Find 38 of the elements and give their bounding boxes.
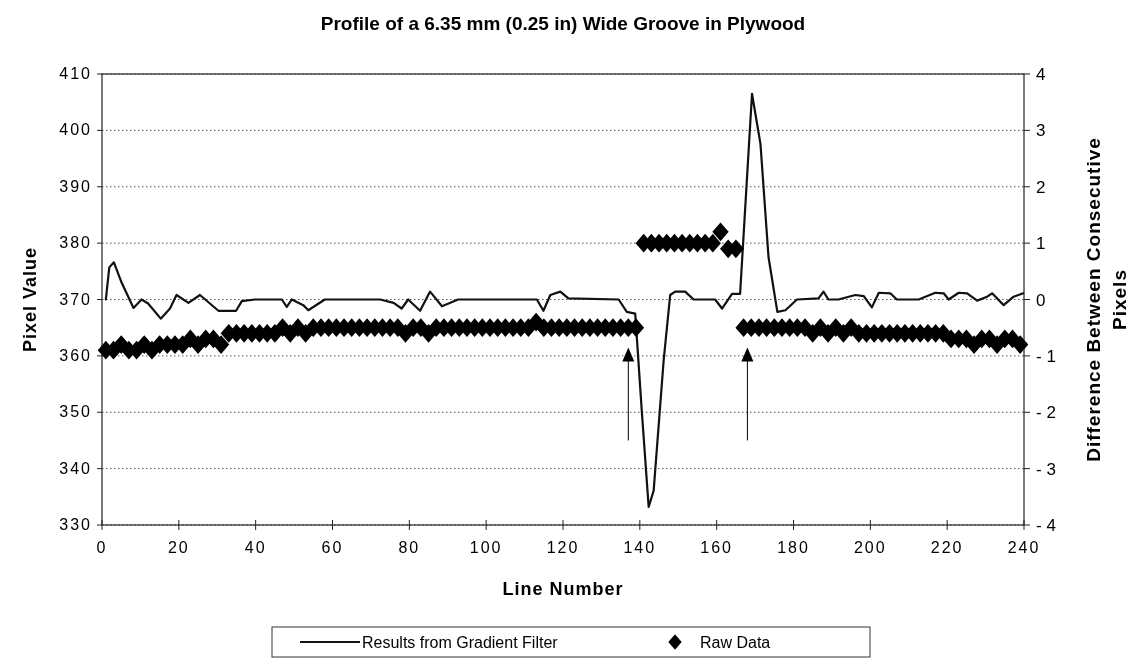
y-tick-label: 340 (59, 459, 92, 477)
x-tick-label: 60 (321, 539, 344, 556)
x-tick-label: 220 (930, 539, 964, 556)
chart-title: Profile of a 6.35 mm (0.25 in) Wide Groove in Plywood (320, 13, 806, 34)
y2-tick-label: - 4 (1036, 516, 1056, 535)
y-tick-label: 330 (59, 516, 92, 533)
x-tick-label: 80 (398, 539, 421, 556)
x-tick-label: 120 (546, 539, 580, 556)
legend-label: Raw Data (700, 634, 771, 651)
x-tick-label: 20 (167, 539, 190, 556)
y2-axis-title: Difference Between Consecutive Pixels (1083, 137, 1130, 462)
line-series (104, 92, 1025, 509)
x-tick-label: 0 (96, 539, 108, 556)
y2-tick-label: 2 (1036, 177, 1046, 197)
x-tick-label: 200 (853, 539, 887, 556)
legend-label: Results from Gradient Filter (362, 634, 559, 651)
x-tick-label: 240 (1007, 539, 1041, 556)
x-axis-title: Line Number (502, 579, 624, 599)
y2-tick-label: - 2 (1036, 403, 1056, 423)
y-tick-label: 390 (59, 177, 92, 195)
x-tick-label: 180 (777, 539, 810, 556)
x-tick-label: 140 (623, 539, 657, 556)
y-axis-title: Pixel Value (20, 246, 40, 353)
y-tick-label: 370 (59, 290, 92, 308)
y2-tick-label: 3 (1036, 121, 1046, 141)
y-tick-label: 380 (59, 234, 92, 252)
x-tick-label: 100 (469, 539, 503, 556)
y2-tick-label: - 3 (1036, 459, 1056, 479)
y2-tick-label: 4 (1036, 65, 1046, 84)
y-tick-label: 410 (59, 65, 92, 82)
y2-tick-label: 1 (1036, 234, 1046, 254)
y2-tick-label: - 1 (1036, 346, 1056, 366)
y-tick-label: 350 (59, 403, 92, 421)
x-tick-label: 160 (700, 539, 734, 556)
x-tick-label: 40 (244, 539, 267, 556)
y2-tick-label: 0 (1036, 290, 1046, 310)
y-tick-label: 400 (59, 121, 92, 139)
y-tick-label: 360 (59, 346, 92, 364)
